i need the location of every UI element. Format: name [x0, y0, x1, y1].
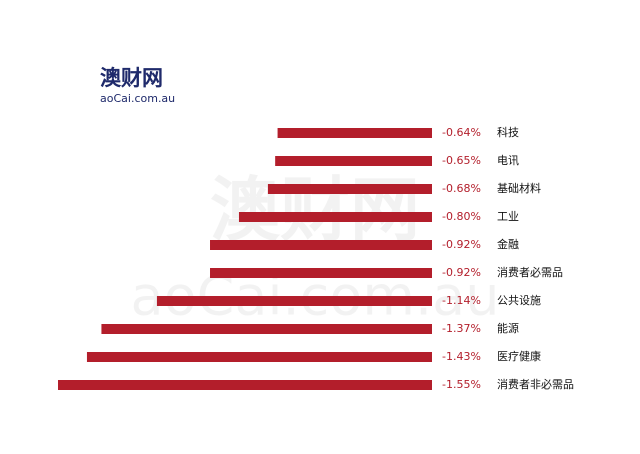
value-label: -0.80% — [442, 210, 481, 223]
category-label: 能源 — [497, 321, 519, 335]
value-label: -1.14% — [442, 294, 481, 307]
value-label: -0.65% — [442, 154, 481, 167]
category-label: 消费者非必需品 — [497, 377, 574, 391]
value-label: -1.55% — [442, 378, 481, 391]
value-label: -0.64% — [442, 126, 481, 139]
bar — [210, 240, 432, 250]
value-label: -0.92% — [442, 238, 481, 251]
category-label: 医疗健康 — [497, 349, 541, 363]
bar — [86, 352, 433, 362]
watermark: 澳财网 — [210, 169, 420, 251]
bar — [156, 296, 433, 306]
bar — [101, 324, 433, 334]
category-label: 公共设施 — [497, 294, 541, 307]
category-label: 科技 — [497, 125, 519, 139]
bar — [58, 380, 432, 390]
value-label: -0.68% — [442, 182, 481, 195]
value-label: -0.92% — [442, 266, 481, 279]
value-label: -1.43% — [442, 350, 481, 363]
category-label: 金融 — [497, 237, 519, 251]
bar — [238, 212, 432, 222]
bar — [210, 268, 432, 278]
category-label: 消费者必需品 — [497, 265, 563, 279]
category-label: 基础材料 — [497, 181, 541, 195]
bar — [275, 156, 432, 166]
logo-name: 澳财网 — [100, 66, 163, 90]
category-label: 工业 — [497, 210, 519, 223]
bar — [277, 128, 432, 138]
category-label: 电讯 — [497, 154, 519, 167]
value-label: -1.37% — [442, 322, 481, 335]
bar — [267, 184, 432, 194]
logo-domain: aoCai.com.au — [100, 92, 175, 105]
